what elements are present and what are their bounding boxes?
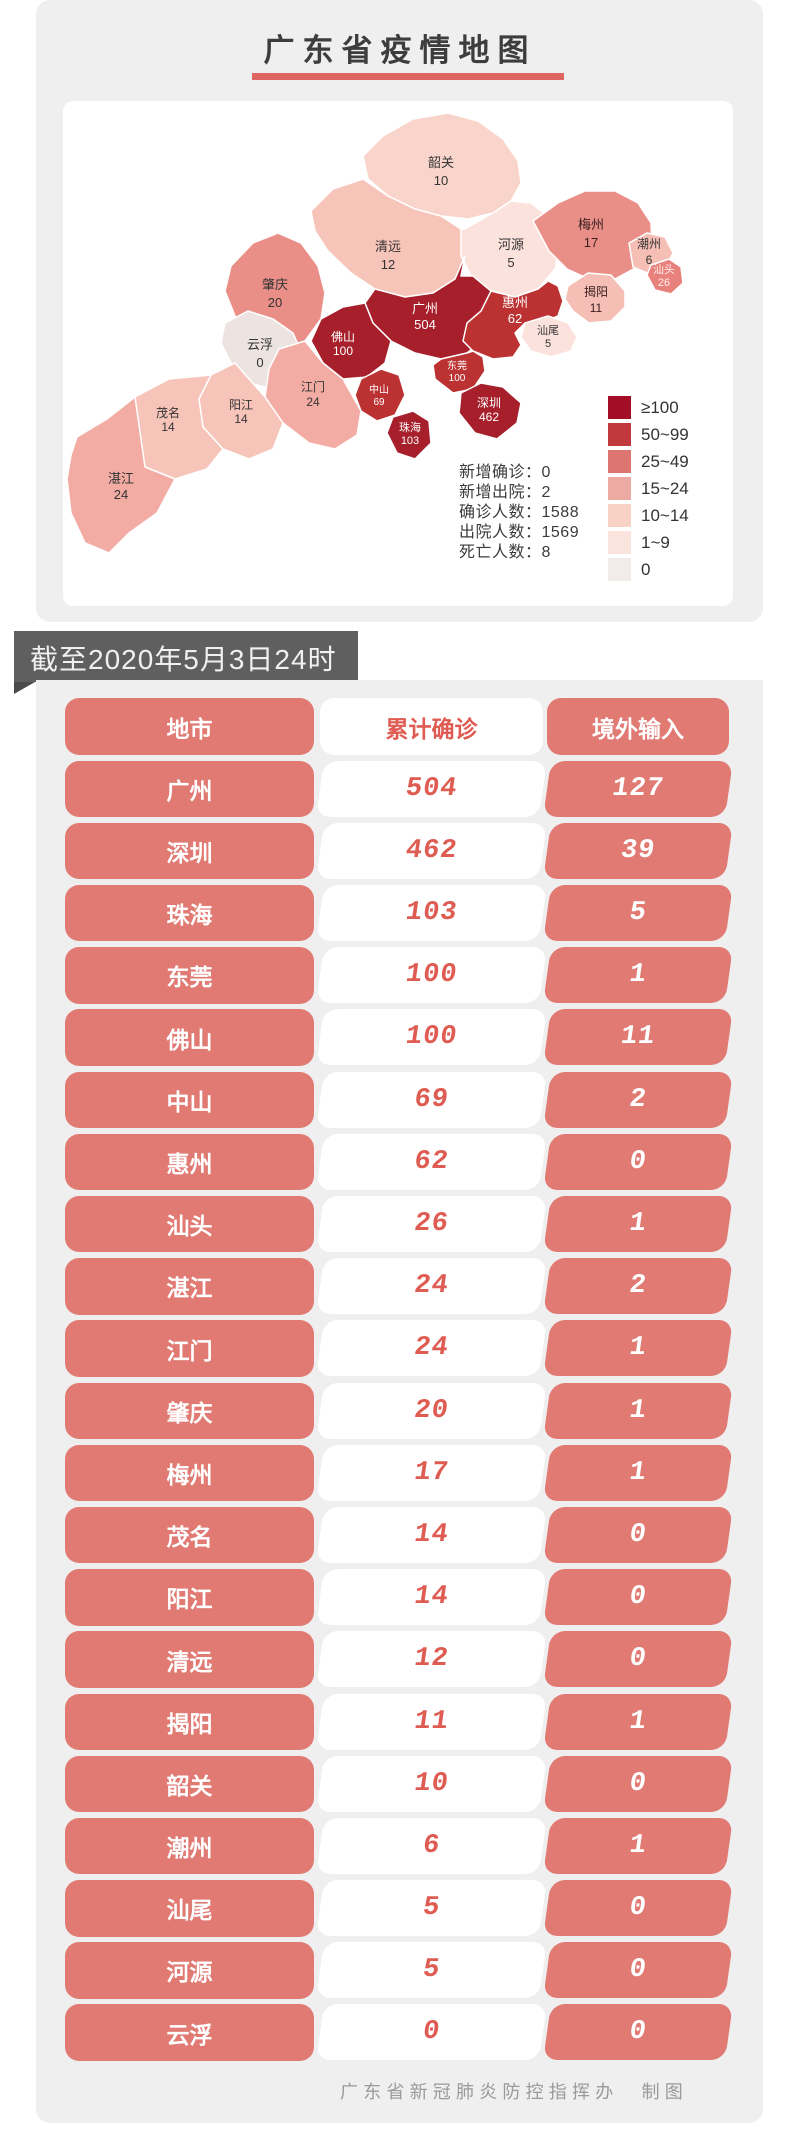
svg-text:10~14: 10~14 bbox=[641, 506, 689, 525]
svg-text:50~99: 50~99 bbox=[641, 425, 689, 444]
svg-text:25~49: 25~49 bbox=[641, 452, 689, 471]
svg-text:1~9: 1~9 bbox=[641, 533, 670, 552]
svg-text:≥100: ≥100 bbox=[641, 398, 679, 417]
svg-text:15~24: 15~24 bbox=[641, 479, 689, 498]
svg-text:0: 0 bbox=[641, 560, 650, 579]
